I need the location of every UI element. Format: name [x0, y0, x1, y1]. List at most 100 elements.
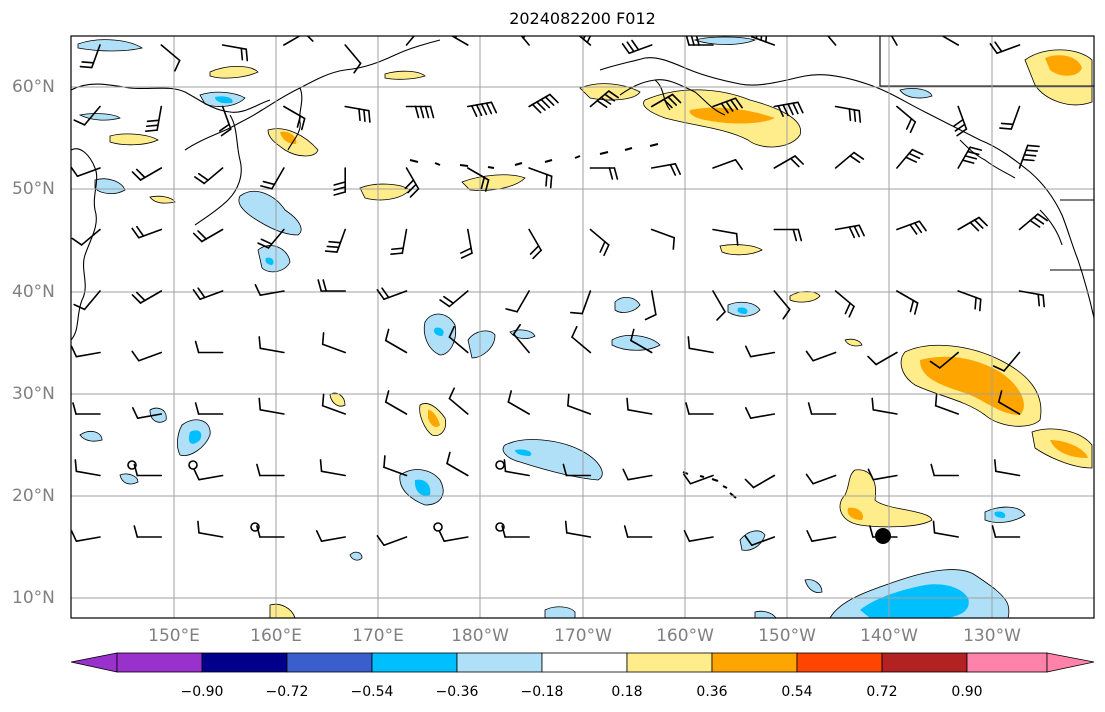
wind-barb [871, 397, 898, 415]
wind-barb [344, 105, 371, 123]
map-frame [70, 35, 1095, 619]
colorbar-tick: −0.18 [520, 684, 564, 700]
aleutian-islands [409, 143, 659, 169]
lon-label-160w: 160°W [656, 626, 714, 646]
map-title: 2024082200 F012 [509, 9, 656, 28]
wind-barb [991, 525, 1021, 538]
wind-barb [466, 167, 490, 192]
wind-barb [254, 284, 285, 296]
wind-barb [466, 101, 498, 117]
wind-barb [567, 393, 592, 415]
lon-label-130w: 130°W [963, 626, 1021, 646]
wind-barb [745, 407, 776, 419]
wind-barb [193, 468, 224, 481]
wind-barb [745, 345, 776, 358]
wind-barb [957, 216, 988, 232]
wind-barb [867, 468, 898, 481]
wind-barb [390, 228, 408, 255]
wind-barb [589, 90, 619, 109]
lon-label-150e: 150°E [148, 626, 200, 646]
colorbar-tick: −0.72 [265, 684, 309, 700]
wind-barb [687, 336, 714, 354]
wind-barb [73, 290, 101, 311]
colorbar-tick: 0.36 [696, 684, 728, 700]
lon-label-170w: 170°W [554, 626, 612, 646]
wind-barb [570, 290, 592, 315]
wind-barb [376, 535, 408, 547]
wind-barb [992, 351, 1021, 372]
wind-barb [683, 530, 714, 542]
wind-barb [283, 36, 314, 46]
wind-barb [626, 397, 653, 415]
wind-barb [376, 287, 408, 301]
wind-barb [773, 155, 804, 169]
lat-label-60n: 60°N [12, 77, 55, 97]
wind-barb [932, 520, 960, 538]
wind-barb [744, 474, 776, 489]
wind-barb [650, 93, 682, 109]
wind-barb [257, 228, 285, 249]
map-area [71, 36, 1094, 618]
lat-label-40n: 40°N [12, 282, 55, 302]
wind-barb [133, 463, 163, 477]
wind-barb [317, 279, 347, 292]
wind-barb [1018, 290, 1045, 308]
wind-barb [404, 167, 420, 198]
wind-barb [218, 105, 232, 137]
wind-barb [562, 463, 592, 477]
wind-barb [131, 290, 163, 304]
wind-barb [501, 525, 530, 538]
wind-barb [999, 105, 1021, 130]
lat-label-20n: 20°N [12, 486, 55, 506]
wind-barb [197, 520, 224, 538]
lon-label-150w: 150°W [758, 626, 816, 646]
wind-barbs [71, 36, 1049, 547]
shaded-field [77, 36, 1093, 618]
coastlines [71, 36, 1094, 341]
colorbar-tick: 0.18 [611, 684, 643, 700]
wind-barb [994, 459, 1021, 477]
lat-label-30n: 30°N [12, 384, 55, 404]
wind-barb [929, 351, 960, 369]
wind-barb [773, 228, 803, 242]
wind-barb [450, 36, 469, 46]
hawaiian-islands [682, 471, 737, 499]
wind-barb [834, 290, 855, 318]
wind-barb [712, 228, 739, 246]
wind-barb [512, 323, 530, 354]
wind-barb [333, 167, 347, 196]
wind-barb [805, 473, 837, 485]
colorbar-tick: 0.54 [781, 684, 813, 700]
wind-barb [571, 325, 592, 354]
wind-barb [131, 167, 163, 181]
wind-barb [564, 520, 592, 538]
wind-barb [834, 105, 862, 123]
wind-barb [578, 36, 592, 46]
colorbar-tick: −0.54 [350, 684, 394, 700]
wind-barb [144, 105, 163, 132]
wind-barb [528, 167, 553, 189]
wind-barb [321, 393, 347, 415]
wind-barb [805, 350, 837, 362]
wind-barb [71, 530, 101, 542]
wind-barb [503, 459, 530, 477]
gridlines [71, 36, 1094, 618]
wind-barb [528, 93, 559, 114]
wind-barb [446, 451, 469, 477]
wind-barb [589, 228, 610, 257]
wind-barb [71, 228, 101, 246]
wind-barb [405, 36, 430, 46]
wind-barb [528, 228, 542, 260]
wind-barb [72, 402, 101, 415]
wind-barb [132, 407, 163, 419]
wind-barb [1018, 213, 1049, 231]
wind-barb [896, 290, 919, 315]
wind-barb [1018, 144, 1040, 169]
wind-barb [438, 530, 469, 542]
wind-barb [192, 228, 224, 243]
wind-barb [258, 397, 285, 415]
wind-barb [952, 105, 968, 137]
wind-barb [890, 36, 898, 46]
colorbar-tick: 0.72 [866, 684, 898, 700]
wind-barb [957, 290, 982, 312]
